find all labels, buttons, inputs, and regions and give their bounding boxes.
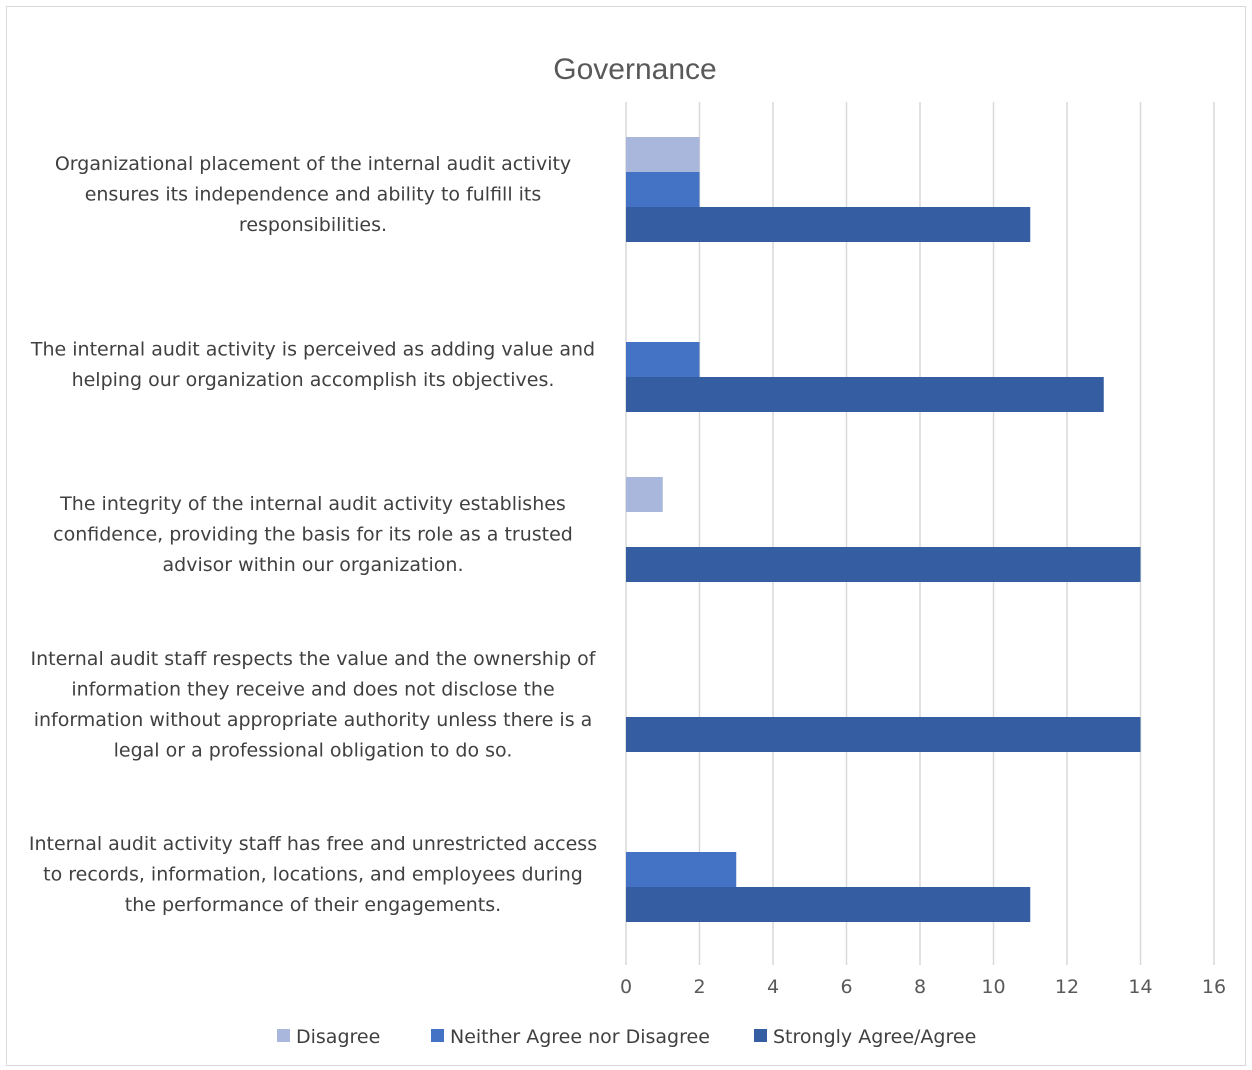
category-label-line: information they receive and does not di… xyxy=(71,678,554,700)
category-label-line: Internal audit staff respects the value … xyxy=(31,648,597,670)
x-tick-label: 14 xyxy=(1128,976,1152,998)
bar-neither-agree-nor-disagree xyxy=(626,852,737,887)
x-tick-label: 6 xyxy=(840,976,852,998)
legend-label: Disagree xyxy=(296,1026,380,1048)
legend-swatch xyxy=(431,1029,444,1042)
category-label-line: to records, information, locations, and … xyxy=(43,864,583,886)
bar-strongly-agree-agree xyxy=(626,377,1104,412)
category-label: The internal audit activity is perceived… xyxy=(30,338,595,391)
category-label-line: Internal audit activity staff has free a… xyxy=(29,833,597,855)
category-label-line: advisor within our organization. xyxy=(163,554,464,576)
category-label-line: The integrity of the internal audit acti… xyxy=(59,493,566,515)
x-tick-label: 8 xyxy=(914,976,926,998)
x-tick-label: 0 xyxy=(620,976,632,998)
bar-strongly-agree-agree xyxy=(626,207,1031,242)
category-label-line: the performance of their engagements. xyxy=(125,894,501,916)
legend-swatch xyxy=(754,1029,767,1042)
bars xyxy=(626,137,1141,922)
x-tick-label: 10 xyxy=(981,976,1005,998)
bar-strongly-agree-agree xyxy=(626,547,1141,582)
gridlines xyxy=(625,102,1215,965)
x-tick-label: 4 xyxy=(767,976,779,998)
legend: Disagree Neither Agree nor Disagree Strong… xyxy=(277,1026,976,1048)
x-tick-label: 2 xyxy=(693,976,705,998)
x-tick-label: 12 xyxy=(1055,976,1079,998)
x-axis-tick-labels: 0 2 4 6 8 10 12 14 16 xyxy=(620,976,1226,998)
bar-strongly-agree-agree xyxy=(626,717,1141,752)
category-label-line: responsibilities. xyxy=(239,214,387,236)
bar-strongly-agree-agree xyxy=(626,887,1031,922)
legend-swatch xyxy=(277,1029,290,1042)
legend-label: Strongly Agree/Agree xyxy=(773,1026,976,1048)
category-label: Organizational placement of the internal… xyxy=(55,153,571,236)
chart-title: Governance xyxy=(553,53,716,86)
category-labels: Organizational placement of the internal… xyxy=(29,153,597,916)
bar-disagree xyxy=(626,477,663,512)
category-label-line: helping our organization accomplish its … xyxy=(72,369,555,391)
category-label: Internal audit activity staff has free a… xyxy=(29,833,597,916)
bar-disagree xyxy=(626,137,700,172)
x-tick-label: 16 xyxy=(1202,976,1226,998)
category-label-line: information without appropriate authorit… xyxy=(34,709,593,731)
category-label: The integrity of the internal audit acti… xyxy=(53,493,573,576)
category-label-line: Organizational placement of the internal… xyxy=(55,153,571,175)
bar-neither-agree-nor-disagree xyxy=(626,172,700,207)
category-label: Internal audit staff respects the value … xyxy=(31,648,597,762)
category-label-line: ensures its independence and ability to … xyxy=(85,184,542,206)
bar-neither-agree-nor-disagree xyxy=(626,342,700,377)
category-label-line: legal or a professional obligation to do… xyxy=(114,739,513,761)
category-label-line: The internal audit activity is perceived… xyxy=(30,338,595,360)
legend-label: Neither Agree nor Disagree xyxy=(450,1026,710,1048)
category-label-line: confidence, providing the basis for its … xyxy=(53,524,573,546)
